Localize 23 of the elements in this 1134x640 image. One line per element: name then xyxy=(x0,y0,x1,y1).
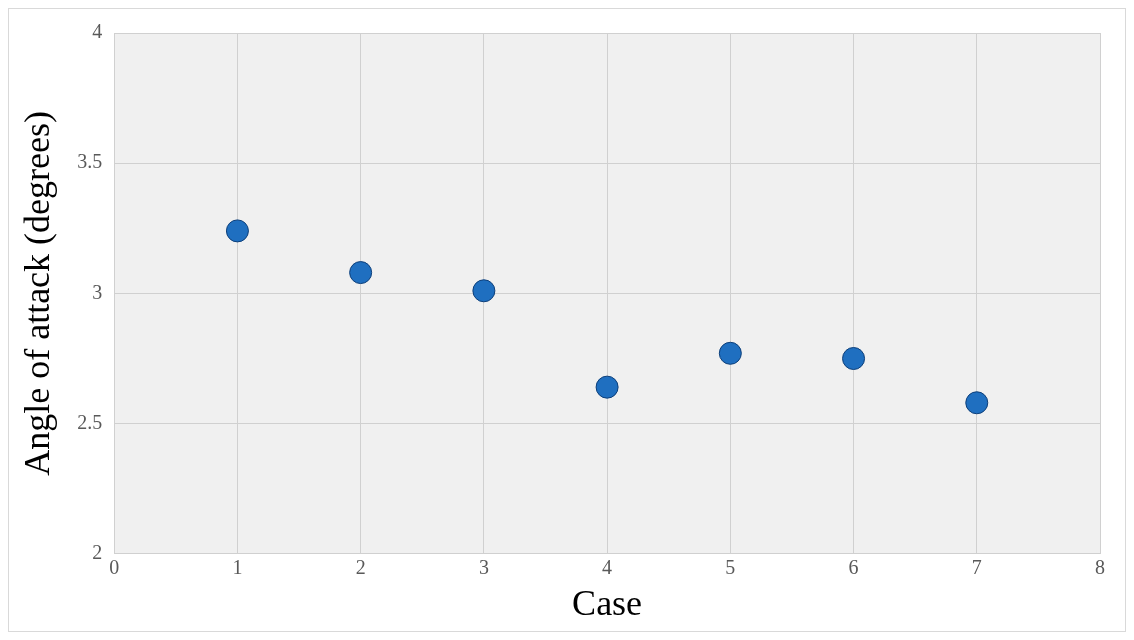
point xyxy=(965,391,989,415)
x-tick-label: 8 xyxy=(1095,556,1105,579)
y-tick-label: 3 xyxy=(92,280,103,303)
point xyxy=(842,347,866,370)
y-axis-title: Angle of attack (degrees) xyxy=(17,110,58,476)
x-tick-label: 0 xyxy=(109,556,120,579)
point xyxy=(718,341,742,365)
y-tick-label: 3.5 xyxy=(77,150,103,173)
y-tick-label: 2.5 xyxy=(77,410,103,433)
point xyxy=(595,375,619,399)
y-tick-label: 4 xyxy=(92,20,103,43)
point xyxy=(349,261,373,285)
x-tick-label: 3 xyxy=(478,556,489,579)
y-tick-label: 2 xyxy=(92,541,103,564)
point xyxy=(225,219,249,243)
x-axis-title: Case xyxy=(572,582,643,623)
x-tick-label: 1 xyxy=(232,556,243,579)
x-tick-label: 6 xyxy=(848,556,859,579)
x-tick-label: 2 xyxy=(355,556,366,579)
x-tick-label: 5 xyxy=(725,556,736,579)
x-tick-label: 4 xyxy=(602,556,613,579)
point xyxy=(472,279,496,303)
x-tick-label: 7 xyxy=(971,556,982,579)
